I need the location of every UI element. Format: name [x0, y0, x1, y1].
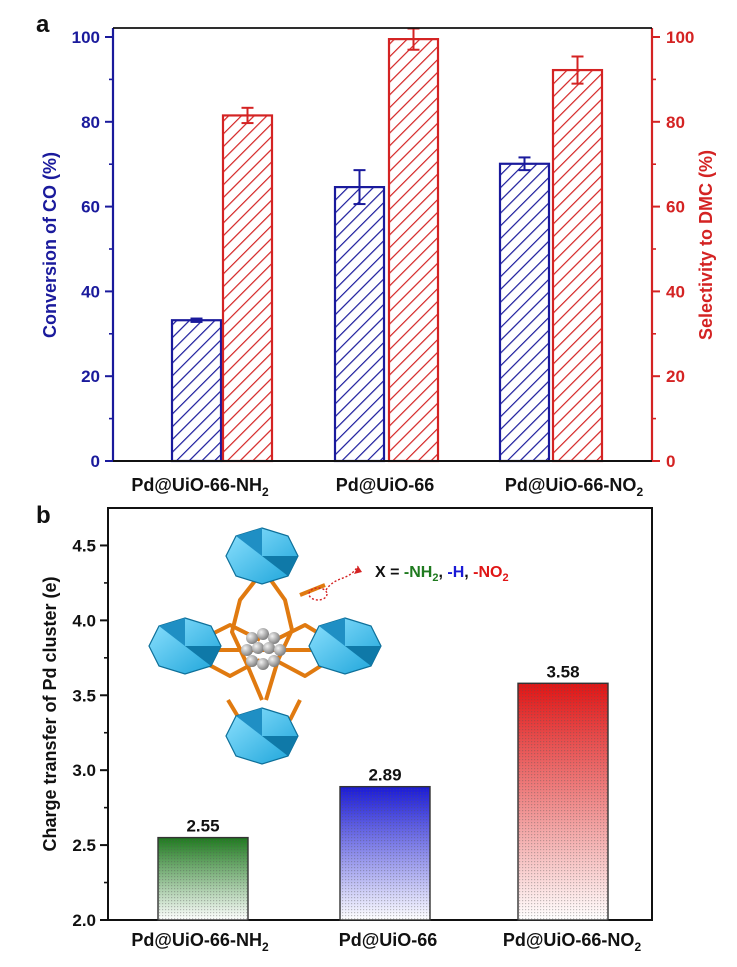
panel-a-category-1: Pd@UiO-66 — [336, 475, 435, 495]
panel-a-category-2: Pd@UiO-66-NO2 — [505, 475, 644, 499]
errorbar-conversion-0 — [190, 317, 203, 323]
panel-a-category-0: Pd@UiO-66-NH2 — [131, 475, 269, 499]
legend-h: -H — [447, 564, 464, 581]
functional-group-marker — [308, 587, 328, 601]
b-tick-label-2: 3.0 — [72, 761, 96, 780]
panel-b-category-0: Pd@UiO-66-NH2 — [131, 930, 269, 954]
pointer-arrow — [325, 565, 359, 591]
right-tick-label-60: 60 — [666, 198, 685, 217]
bar-conversion-2 — [498, 162, 551, 463]
legend-sep-2: , — [464, 564, 473, 581]
zr-cluster-bottom — [225, 707, 299, 765]
b-tick-label-0: 2.0 — [72, 911, 96, 930]
bar-selectivity-1 — [387, 38, 440, 463]
left-tick-label-0: 0 — [91, 452, 100, 471]
charge-bar-1 — [339, 785, 431, 921]
mof-structure-illustration — [148, 527, 382, 765]
legend-prefix: X = — [375, 564, 404, 581]
left-tick-label-60: 60 — [81, 198, 100, 217]
panel-b-ylabel: Charge transfer of Pd cluster (e) — [40, 576, 60, 851]
right-tick-label-80: 80 — [666, 113, 685, 132]
bar-conversion-0 — [170, 319, 223, 463]
charge-bar-0 — [157, 836, 249, 921]
pd-cluster — [241, 628, 286, 670]
panel-a-right-ylabel: Selectivity to DMC (%) — [696, 150, 716, 340]
panel-b-label: b — [36, 502, 51, 529]
zr-cluster-left — [148, 617, 222, 675]
legend-no2: -NO — [473, 564, 502, 581]
errorbar-conversion-1 — [353, 169, 366, 206]
value-label-0: 2.55 — [186, 817, 219, 836]
legend-sep-1: , — [438, 564, 447, 581]
legend-nh2-sub: 2 — [432, 572, 438, 584]
b-tick-label-5: 4.5 — [72, 536, 96, 555]
right-tick-label-20: 20 — [666, 367, 685, 386]
left-tick-label-100: 100 — [72, 28, 100, 47]
value-label-1: 2.89 — [368, 766, 401, 785]
b-tick-label-4: 4.0 — [72, 611, 96, 630]
panel-a-left-ylabel: Conversion of CO (%) — [40, 152, 60, 338]
b-tick-label-1: 2.5 — [72, 836, 96, 855]
right-tick-label-0: 0 — [666, 452, 675, 471]
errorbar-selectivity-2 — [571, 55, 584, 85]
legend-no2-sub: 2 — [502, 572, 508, 584]
panel-b-category-1: Pd@UiO-66 — [339, 930, 438, 950]
bar-selectivity-2 — [551, 68, 604, 463]
bar-conversion-1 — [333, 185, 386, 463]
left-tick-label-40: 40 — [81, 282, 100, 301]
right-tick-label-40: 40 — [666, 282, 685, 301]
panel-a-chart: a 0 0 20 20 40 40 60 60 80 80 100 100 Conversion of… — [36, 11, 716, 499]
zr-cluster-right — [308, 617, 382, 675]
left-tick-label-20: 20 — [81, 367, 100, 386]
panel-b-category-2: Pd@UiO-66-NO2 — [503, 930, 642, 954]
inset-substituent-legend: X = -NH2, -H, -NO2 — [375, 564, 509, 584]
panel-b-chart: b — [36, 502, 653, 954]
bar-selectivity-0 — [221, 114, 274, 463]
b-tick-label-3: 3.5 — [72, 686, 96, 705]
left-tick-label-80: 80 — [81, 113, 100, 132]
right-tick-label-100: 100 — [666, 28, 694, 47]
charge-bar-2 — [517, 682, 609, 921]
legend-nh2: -NH — [404, 564, 432, 581]
zr-cluster-top — [225, 527, 299, 585]
panel-a-label: a — [36, 11, 50, 38]
errorbar-selectivity-0 — [241, 106, 254, 125]
value-label-2: 3.58 — [546, 662, 579, 681]
errorbar-conversion-2 — [518, 156, 531, 172]
